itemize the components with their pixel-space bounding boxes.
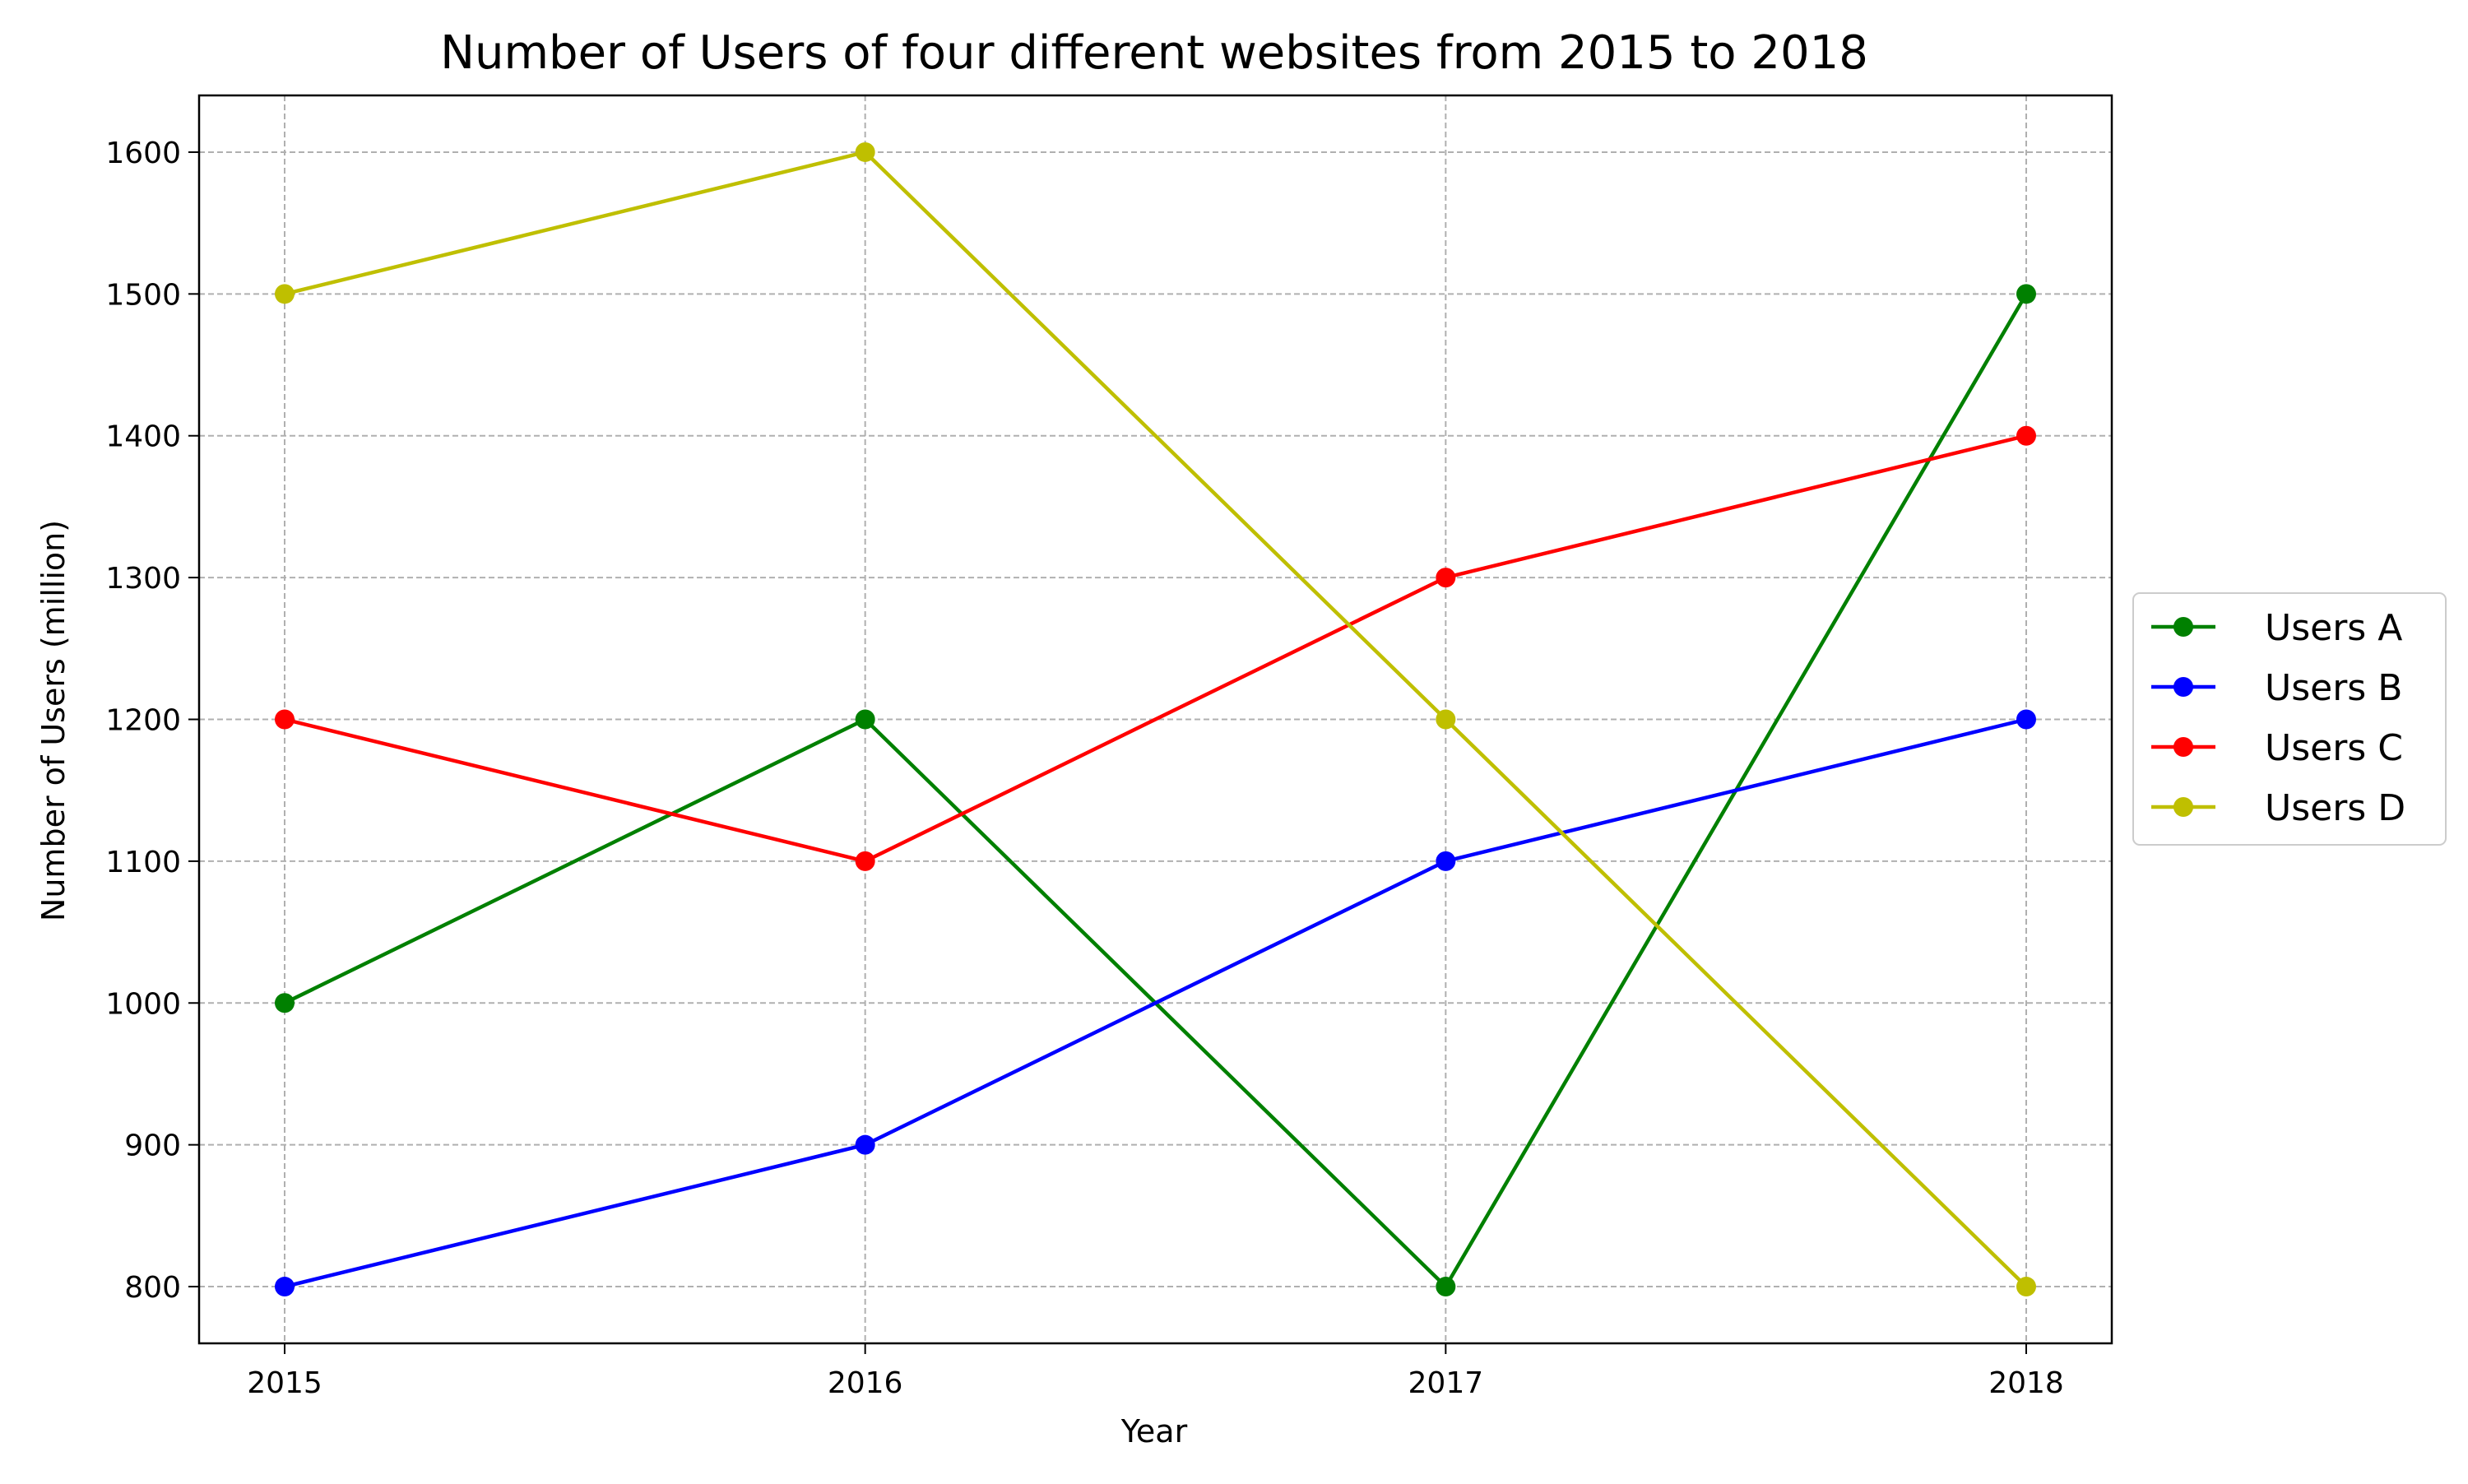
data-point bbox=[275, 993, 295, 1013]
series-1 bbox=[275, 709, 2036, 1297]
y-tick-label: 1000 bbox=[105, 987, 181, 1021]
legend-entry: Users C bbox=[2151, 727, 2403, 769]
series-line bbox=[284, 434, 2027, 864]
data-point bbox=[275, 284, 295, 304]
series-line bbox=[284, 150, 2028, 1288]
legend-marker bbox=[2173, 797, 2193, 817]
legend-label: Users D bbox=[2265, 787, 2405, 829]
data-point bbox=[1436, 1277, 1456, 1297]
legend-marker bbox=[2173, 737, 2193, 757]
data-point bbox=[275, 709, 295, 730]
x-tick-label: 2016 bbox=[828, 1366, 903, 1400]
data-point bbox=[2016, 1277, 2036, 1297]
series-3 bbox=[275, 141, 2036, 1297]
legend-entry: Users D bbox=[2151, 787, 2405, 829]
y-tick-label: 1600 bbox=[105, 137, 181, 170]
legend-label: Users C bbox=[2265, 727, 2403, 769]
data-point bbox=[855, 851, 875, 871]
legend-marker bbox=[2173, 677, 2193, 697]
data-point bbox=[855, 709, 875, 730]
data-point bbox=[1436, 568, 1456, 588]
plot-frame bbox=[197, 94, 2113, 1345]
data-point bbox=[855, 1134, 875, 1155]
grid-layer bbox=[199, 95, 2112, 1343]
data-point bbox=[2016, 284, 2036, 304]
y-tick-label: 1500 bbox=[105, 278, 181, 312]
data-point bbox=[2016, 425, 2036, 446]
legend-entry: Users B bbox=[2151, 667, 2402, 709]
legend: Users A Users B Users C Users D bbox=[2132, 592, 2447, 846]
y-tick-label: 1400 bbox=[105, 420, 181, 454]
data-point bbox=[275, 1277, 295, 1297]
legend-box bbox=[2132, 592, 2447, 846]
axes-layer: 800 900 1000 1100 1200 1300 1400 1500 1600 2015 20… bbox=[105, 94, 2113, 1400]
series-line bbox=[284, 293, 2028, 1289]
data-point bbox=[1436, 851, 1456, 871]
chart-title: Number of Users of four different websit… bbox=[440, 26, 1868, 80]
x-tick-label: 2017 bbox=[1408, 1366, 1484, 1400]
data-point bbox=[855, 141, 875, 162]
legend-label: Users A bbox=[2265, 607, 2402, 649]
series-2 bbox=[275, 425, 2036, 871]
x-tick-label: 2015 bbox=[247, 1366, 322, 1400]
y-tick-label: 1300 bbox=[105, 562, 181, 596]
series-layer bbox=[275, 141, 2036, 1297]
y-axis-label: Number of Users (million) bbox=[35, 520, 72, 921]
y-tick-label: 1200 bbox=[105, 704, 181, 738]
data-point bbox=[2016, 709, 2036, 730]
data-point bbox=[1436, 709, 1456, 730]
y-tick-label: 800 bbox=[124, 1271, 181, 1305]
x-axis-label: Year bbox=[1120, 1413, 1188, 1449]
legend-entry: Users A bbox=[2151, 607, 2402, 649]
y-tick-label: 1100 bbox=[105, 846, 181, 879]
legend-marker bbox=[2173, 617, 2193, 637]
legend-label: Users B bbox=[2265, 667, 2402, 709]
y-tick-label: 900 bbox=[124, 1129, 181, 1163]
x-tick-label: 2018 bbox=[1988, 1366, 2064, 1400]
series-line bbox=[284, 717, 2027, 1289]
